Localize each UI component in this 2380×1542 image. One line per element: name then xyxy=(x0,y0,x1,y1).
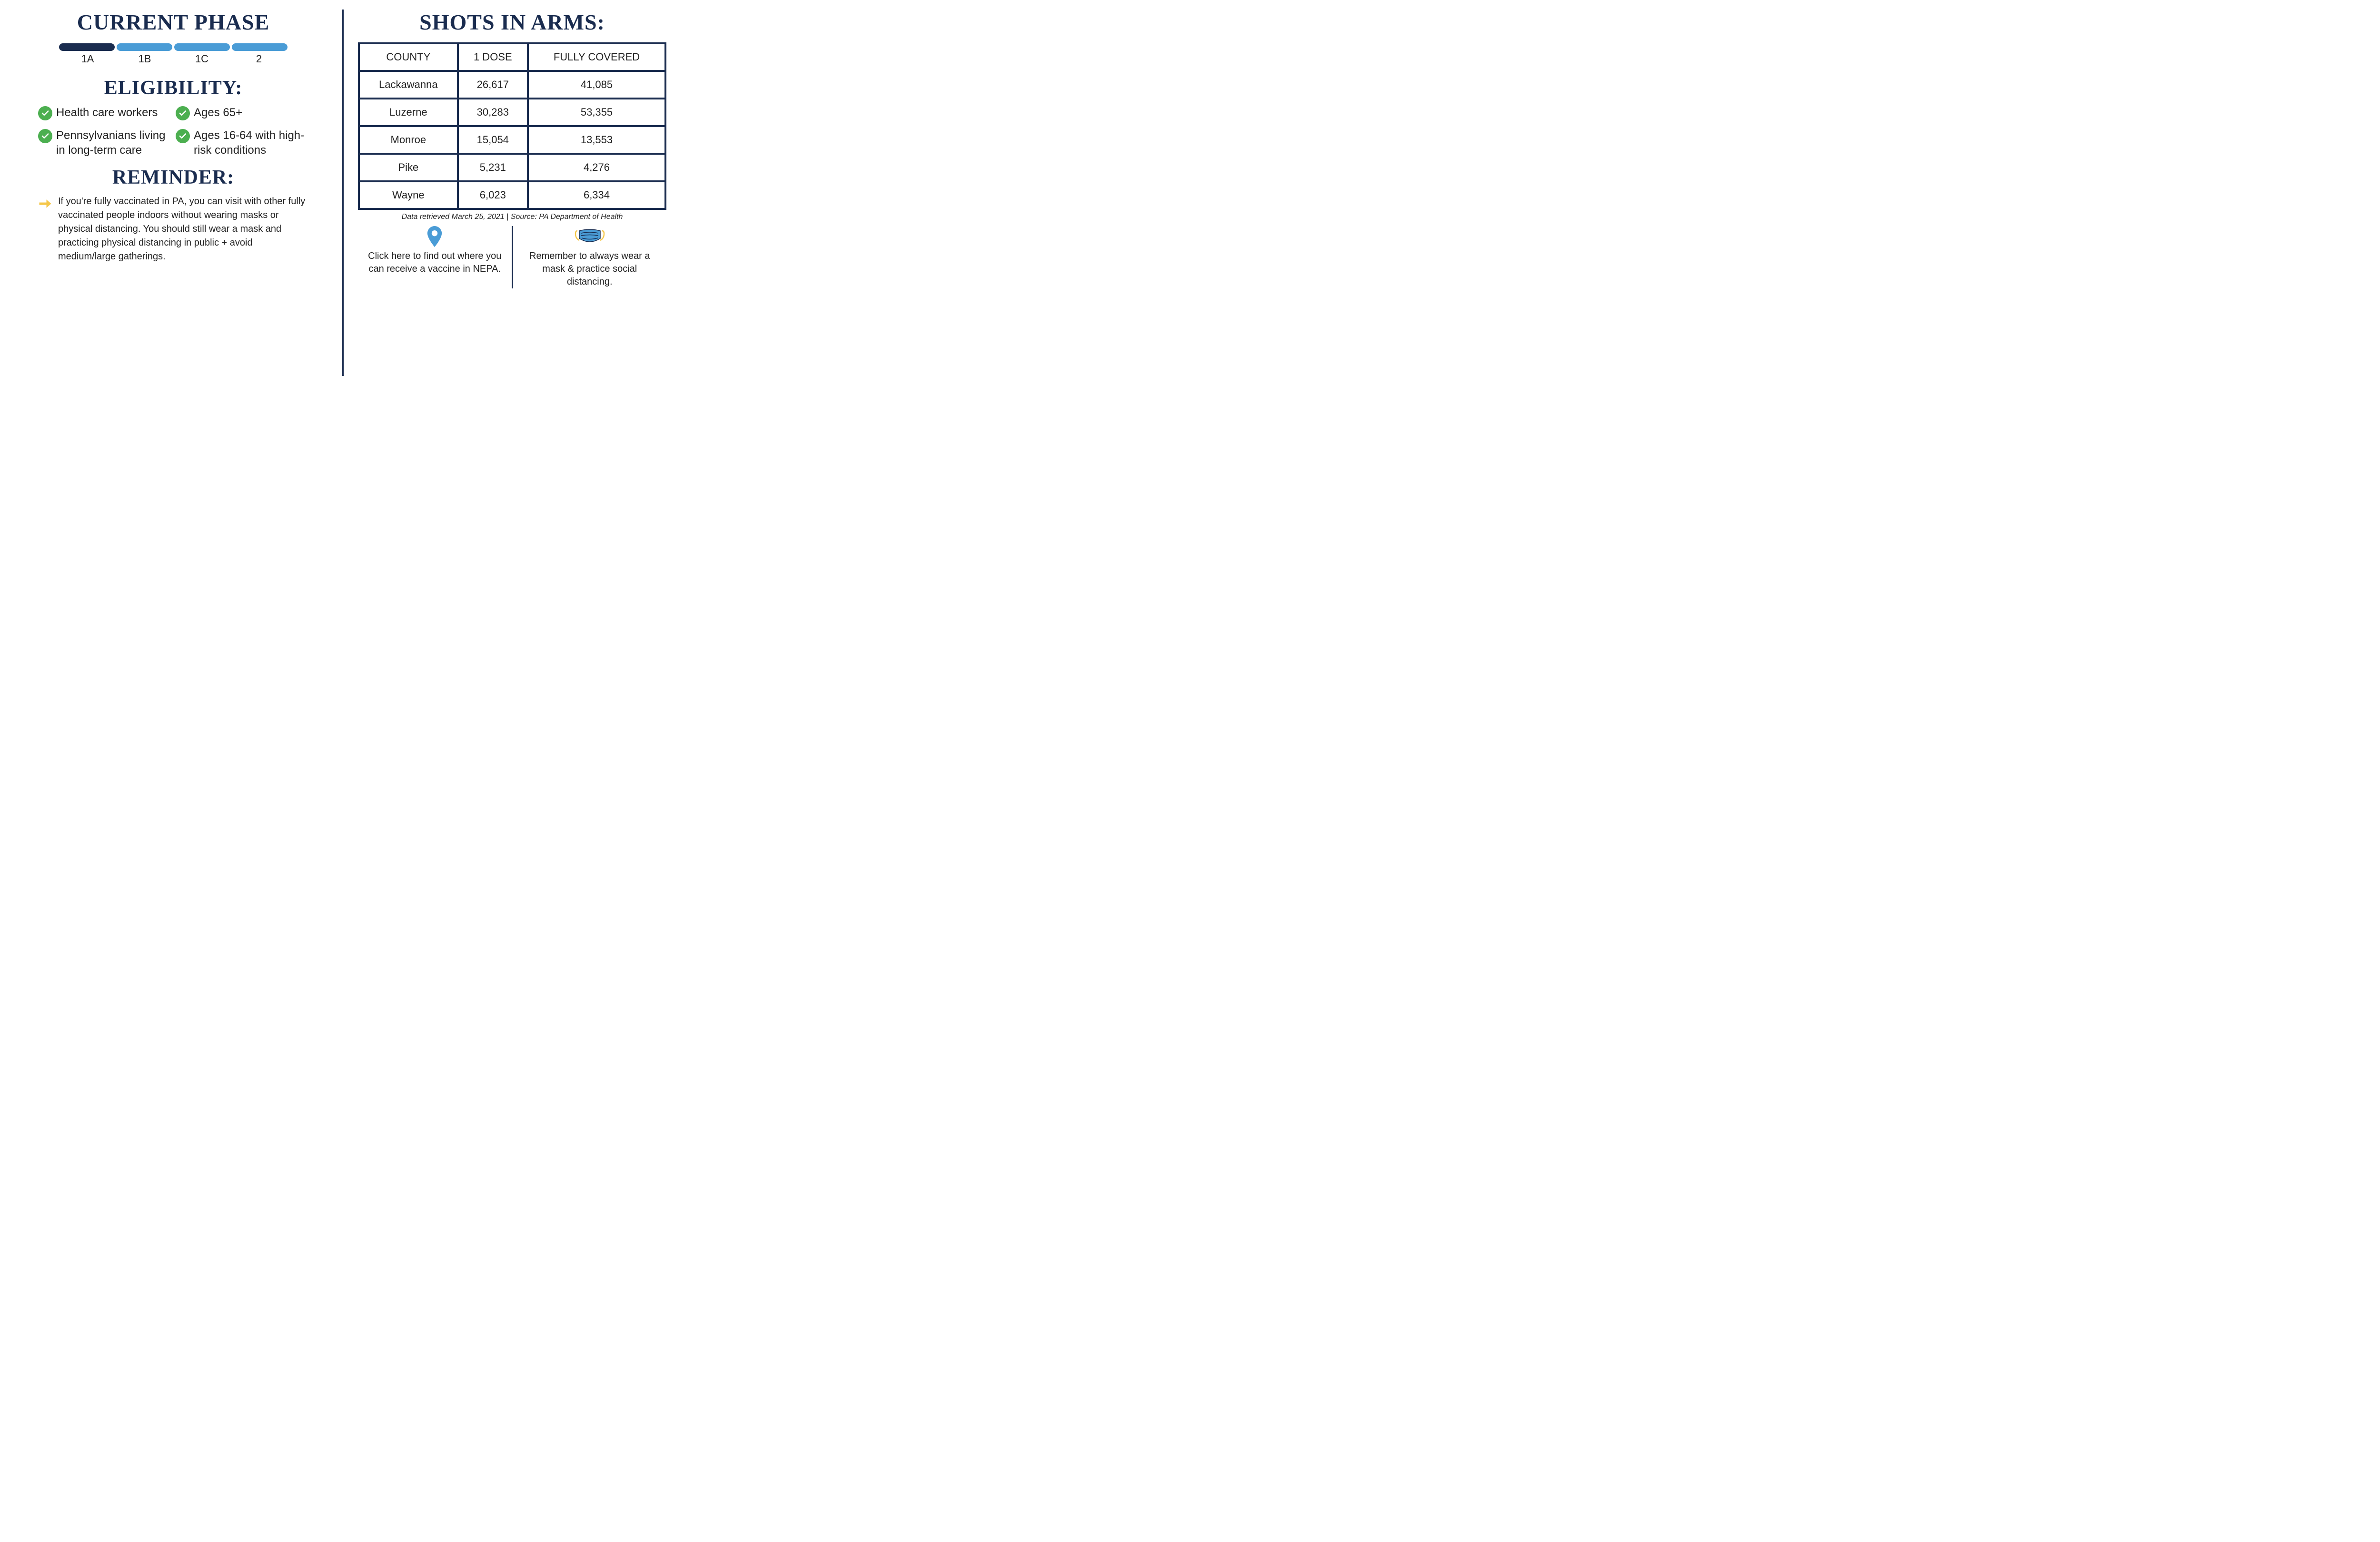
table-row: Luzerne30,28353,355 xyxy=(359,99,665,126)
table-cell: Lackawanna xyxy=(359,71,458,99)
table-cell: Wayne xyxy=(359,181,458,209)
table-cell: 41,085 xyxy=(528,71,665,99)
phase-labels: 1A 1B 1C 2 xyxy=(59,53,288,65)
phase-seg-1c xyxy=(174,43,230,51)
eligibility-text: Ages 16-64 with high-risk conditions xyxy=(194,128,308,158)
phase-seg-1b xyxy=(117,43,172,51)
table-cell: 15,054 xyxy=(458,126,528,154)
reminder-title: REMINDER: xyxy=(19,166,327,189)
source-note: Data retrieved March 25, 2021 | Source: … xyxy=(358,213,666,221)
check-icon xyxy=(176,129,190,143)
phase-label: 1B xyxy=(116,53,173,65)
phase-title: CURRENT PHASE xyxy=(19,10,327,35)
eligibility-title: ELIGIBILITY: xyxy=(19,77,327,99)
check-icon xyxy=(38,106,52,120)
callout-text: Click here to find out where you can rec… xyxy=(366,250,504,276)
table-header: COUNTY xyxy=(359,43,458,71)
phase-label: 1C xyxy=(173,53,230,65)
eligibility-text: Ages 65+ xyxy=(194,105,242,120)
table-header: 1 DOSE xyxy=(458,43,528,71)
arrow-right-icon xyxy=(38,197,52,264)
reminder-block: If you're fully vaccinated in PA, you ca… xyxy=(19,195,327,264)
phase-progress-bar xyxy=(59,43,288,51)
table-header: FULLY COVERED xyxy=(528,43,665,71)
phase-label: 1A xyxy=(59,53,116,65)
mask-icon xyxy=(521,226,659,247)
table-cell: 4,276 xyxy=(528,154,665,181)
table-cell: Pike xyxy=(359,154,458,181)
table-row: Monroe15,05413,553 xyxy=(359,126,665,154)
location-pin-icon xyxy=(366,226,504,247)
phase-seg-1a xyxy=(59,43,115,51)
eligibility-item: Ages 65+ xyxy=(176,105,308,120)
phase-label: 2 xyxy=(230,53,288,65)
table-row: Pike5,2314,276 xyxy=(359,154,665,181)
callout-mask: Remember to always wear a mask & practic… xyxy=(513,226,667,288)
phase-seg-2 xyxy=(232,43,288,51)
table-row: Lackawanna26,61741,085 xyxy=(359,71,665,99)
table-row: Wayne6,0236,334 xyxy=(359,181,665,209)
check-icon xyxy=(38,129,52,143)
eligibility-item: Ages 16-64 with high-risk conditions xyxy=(176,128,308,158)
table-cell: Monroe xyxy=(359,126,458,154)
table-cell: 13,553 xyxy=(528,126,665,154)
eligibility-item: Pennsylvanians living in long-term care xyxy=(38,128,171,158)
table-cell: 6,023 xyxy=(458,181,528,209)
eligibility-item: Health care workers xyxy=(38,105,171,120)
eligibility-text: Pennsylvanians living in long-term care xyxy=(56,128,171,158)
check-icon xyxy=(176,106,190,120)
table-cell: 30,283 xyxy=(458,99,528,126)
shots-title: SHOTS IN ARMS: xyxy=(358,10,666,35)
callout-text: Remember to always wear a mask & practic… xyxy=(521,250,659,288)
shots-table: COUNTY 1 DOSE FULLY COVERED Lackawanna26… xyxy=(358,42,666,210)
left-column: CURRENT PHASE 1A 1B 1C 2 ELIGIBILITY: He… xyxy=(19,10,344,376)
right-column: SHOTS IN ARMS: COUNTY 1 DOSE FULLY COVER… xyxy=(344,10,666,376)
table-body: Lackawanna26,61741,085Luzerne30,28353,35… xyxy=(359,71,665,209)
reminder-text: If you're fully vaccinated in PA, you ca… xyxy=(58,195,308,264)
eligibility-list: Health care workers Ages 65+ Pennsylvani… xyxy=(19,105,327,158)
callouts: Click here to find out where you can rec… xyxy=(358,226,666,288)
table-cell: 6,334 xyxy=(528,181,665,209)
table-cell: Luzerne xyxy=(359,99,458,126)
eligibility-text: Health care workers xyxy=(56,105,158,120)
table-header-row: COUNTY 1 DOSE FULLY COVERED xyxy=(359,43,665,71)
table-cell: 5,231 xyxy=(458,154,528,181)
callout-location[interactable]: Click here to find out where you can rec… xyxy=(358,226,513,288)
table-cell: 26,617 xyxy=(458,71,528,99)
table-cell: 53,355 xyxy=(528,99,665,126)
